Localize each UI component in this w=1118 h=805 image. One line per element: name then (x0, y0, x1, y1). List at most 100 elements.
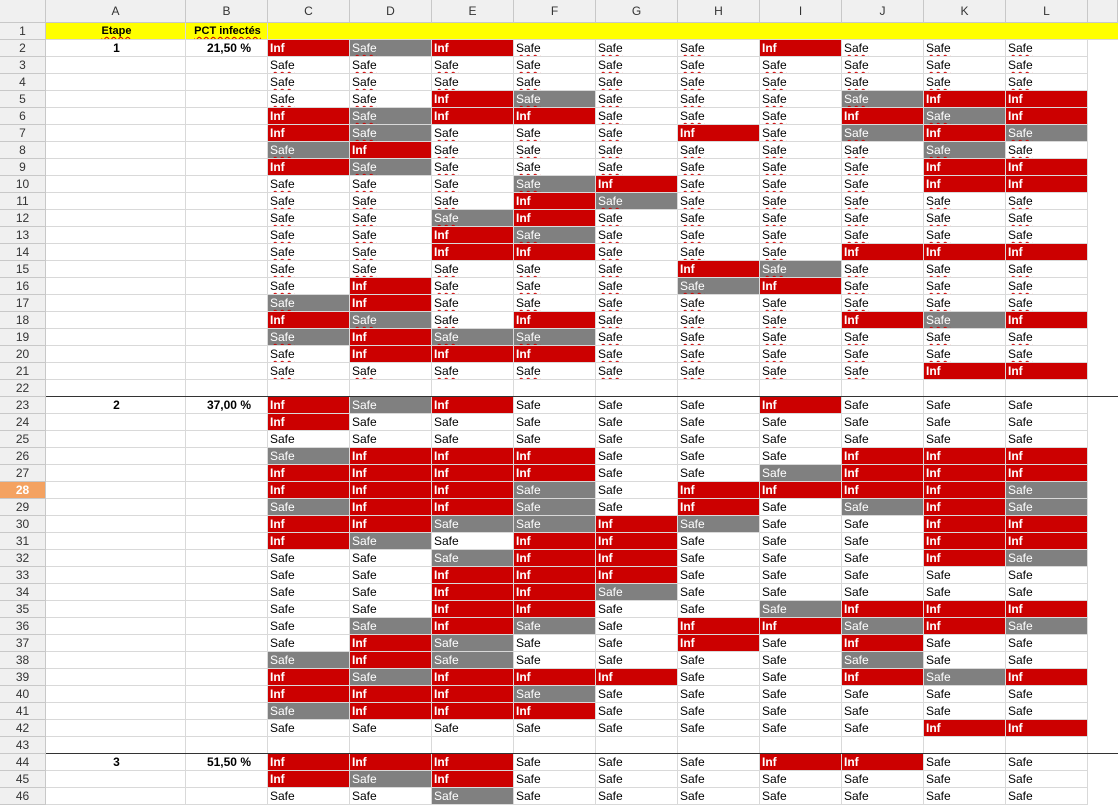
safe-cell[interactable]: Safe (924, 771, 1006, 788)
cell-b24[interactable] (186, 414, 268, 431)
safe-cell[interactable]: Safe (596, 227, 678, 244)
safe-cell[interactable]: Safe (1006, 414, 1088, 431)
safe-cell[interactable]: Safe (842, 193, 924, 210)
safe-cell[interactable]: Safe (596, 210, 678, 227)
cell-empty[interactable] (596, 737, 678, 754)
safe-cell[interactable]: Safe (432, 295, 514, 312)
safe-cell[interactable]: Safe (596, 618, 678, 635)
infected-cell[interactable]: Inf (842, 465, 924, 482)
column-header-a[interactable]: A (46, 0, 186, 23)
infected-cell[interactable]: Inf (514, 346, 596, 363)
safe-cell[interactable]: Safe (760, 74, 842, 91)
infected-cell[interactable]: Inf (350, 703, 432, 720)
cell-empty[interactable] (1006, 737, 1088, 754)
column-header-e[interactable]: E (432, 0, 514, 23)
safe-cell[interactable]: Safe (596, 278, 678, 295)
infected-cell[interactable]: Inf (1006, 448, 1088, 465)
infected-cell[interactable]: Inf (350, 516, 432, 533)
safe-cell[interactable]: Safe (268, 261, 350, 278)
safe-cell[interactable]: Safe (842, 720, 924, 737)
infected-cell[interactable]: Inf (350, 142, 432, 159)
safe-cell[interactable]: Safe (678, 244, 760, 261)
safe-cell[interactable]: Safe (678, 57, 760, 74)
safe-cell[interactable]: Safe (1006, 771, 1088, 788)
infected-cell[interactable]: Inf (1006, 363, 1088, 380)
safe-cell[interactable]: Safe (350, 584, 432, 601)
safe-cell[interactable]: Safe (514, 142, 596, 159)
safe-cell[interactable]: Safe (514, 635, 596, 652)
safe-cell[interactable]: Safe (514, 278, 596, 295)
safe-cell[interactable]: Safe (678, 227, 760, 244)
row-header-46[interactable]: 46 (0, 788, 46, 805)
safe-cell[interactable]: Safe (268, 720, 350, 737)
row-header-6[interactable]: 6 (0, 108, 46, 125)
cell-a38[interactable] (46, 652, 186, 669)
column-header-g[interactable]: G (596, 0, 678, 23)
cell-b16[interactable] (186, 278, 268, 295)
safe-cell[interactable]: Safe (350, 363, 432, 380)
infected-cell[interactable]: Inf (350, 754, 432, 771)
safe-cell[interactable]: Safe (924, 108, 1006, 125)
safe-cell[interactable]: Safe (1006, 499, 1088, 516)
safe-cell[interactable]: Safe (1006, 618, 1088, 635)
infected-cell[interactable]: Inf (924, 482, 1006, 499)
infected-cell[interactable]: Inf (350, 329, 432, 346)
safe-cell[interactable]: Safe (924, 788, 1006, 805)
cell-b46[interactable] (186, 788, 268, 805)
cell-empty[interactable] (842, 737, 924, 754)
column-header-i[interactable]: I (760, 0, 842, 23)
safe-cell[interactable]: Safe (842, 74, 924, 91)
cell-a11[interactable] (46, 193, 186, 210)
safe-cell[interactable]: Safe (678, 329, 760, 346)
safe-cell[interactable]: Safe (1006, 567, 1088, 584)
safe-cell[interactable]: Safe (432, 329, 514, 346)
header-etape[interactable]: Etape (46, 23, 186, 40)
cell-empty[interactable] (268, 380, 350, 397)
safe-cell[interactable]: Safe (760, 414, 842, 431)
row-header-10[interactable]: 10 (0, 176, 46, 193)
safe-cell[interactable]: Safe (760, 652, 842, 669)
safe-cell[interactable]: Safe (596, 771, 678, 788)
row-header-16[interactable]: 16 (0, 278, 46, 295)
cell-b31[interactable] (186, 533, 268, 550)
cell-a28[interactable] (46, 482, 186, 499)
safe-cell[interactable]: Safe (1006, 754, 1088, 771)
safe-cell[interactable]: Safe (514, 482, 596, 499)
safe-cell[interactable]: Safe (596, 414, 678, 431)
cell-a10[interactable] (46, 176, 186, 193)
safe-cell[interactable]: Safe (924, 669, 1006, 686)
safe-cell[interactable]: Safe (1006, 703, 1088, 720)
safe-cell[interactable]: Safe (678, 176, 760, 193)
safe-cell[interactable]: Safe (432, 652, 514, 669)
safe-cell[interactable]: Safe (350, 40, 432, 57)
safe-cell[interactable]: Safe (268, 210, 350, 227)
cell-a25[interactable] (46, 431, 186, 448)
column-header-d[interactable]: D (350, 0, 432, 23)
safe-cell[interactable]: Safe (432, 363, 514, 380)
cell-b12[interactable] (186, 210, 268, 227)
column-header-b[interactable]: B (186, 0, 268, 23)
infected-cell[interactable]: Inf (924, 176, 1006, 193)
safe-cell[interactable]: Safe (924, 686, 1006, 703)
safe-cell[interactable]: Safe (760, 227, 842, 244)
infected-cell[interactable]: Inf (924, 159, 1006, 176)
safe-cell[interactable]: Safe (596, 346, 678, 363)
safe-cell[interactable]: Safe (350, 771, 432, 788)
safe-cell[interactable]: Safe (678, 584, 760, 601)
safe-cell[interactable]: Safe (514, 397, 596, 414)
safe-cell[interactable]: Safe (268, 193, 350, 210)
safe-cell[interactable]: Safe (514, 618, 596, 635)
cell-b9[interactable] (186, 159, 268, 176)
safe-cell[interactable]: Safe (678, 397, 760, 414)
cell-a20[interactable] (46, 346, 186, 363)
select-all-corner[interactable] (0, 0, 46, 23)
infected-cell[interactable]: Inf (268, 533, 350, 550)
cell-a31[interactable] (46, 533, 186, 550)
safe-cell[interactable]: Safe (514, 686, 596, 703)
cell-b26[interactable] (186, 448, 268, 465)
safe-cell[interactable]: Safe (1006, 584, 1088, 601)
safe-cell[interactable]: Safe (268, 431, 350, 448)
safe-cell[interactable]: Safe (596, 57, 678, 74)
infected-cell[interactable]: Inf (678, 499, 760, 516)
row-header-2[interactable]: 2 (0, 40, 46, 57)
